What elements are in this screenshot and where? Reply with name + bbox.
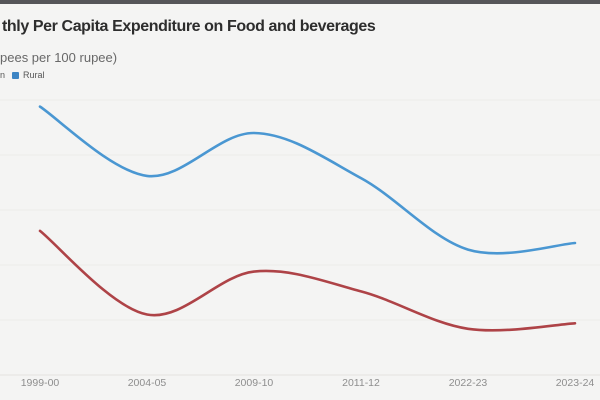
x-tick-label: 2004-05 <box>128 377 167 389</box>
legend-item-cropped: n <box>0 70 5 80</box>
x-tick-label: 2022-23 <box>449 377 488 389</box>
page-title: thly Per Capita Expenditure on Food and … <box>2 18 376 35</box>
legend-item-rural: Rural <box>12 70 45 80</box>
series-line-rural <box>38 105 577 255</box>
top-accent-bar <box>0 0 600 4</box>
legend-label-rural: Rural <box>23 70 45 80</box>
chart-subtitle: pees per 100 rupee) <box>0 50 118 65</box>
chart-legend: n Rural <box>0 70 45 80</box>
x-tick-label: 2009-10 <box>235 377 274 389</box>
x-tick-label: 1999-00 <box>21 377 60 389</box>
x-tick-label: 2011-12 <box>342 377 380 389</box>
rural-color-swatch-icon <box>12 71 20 79</box>
x-tick-label: 2023-24 <box>556 377 595 389</box>
legend-label-cropped: n <box>0 70 6 80</box>
series-line-n <box>38 229 577 332</box>
